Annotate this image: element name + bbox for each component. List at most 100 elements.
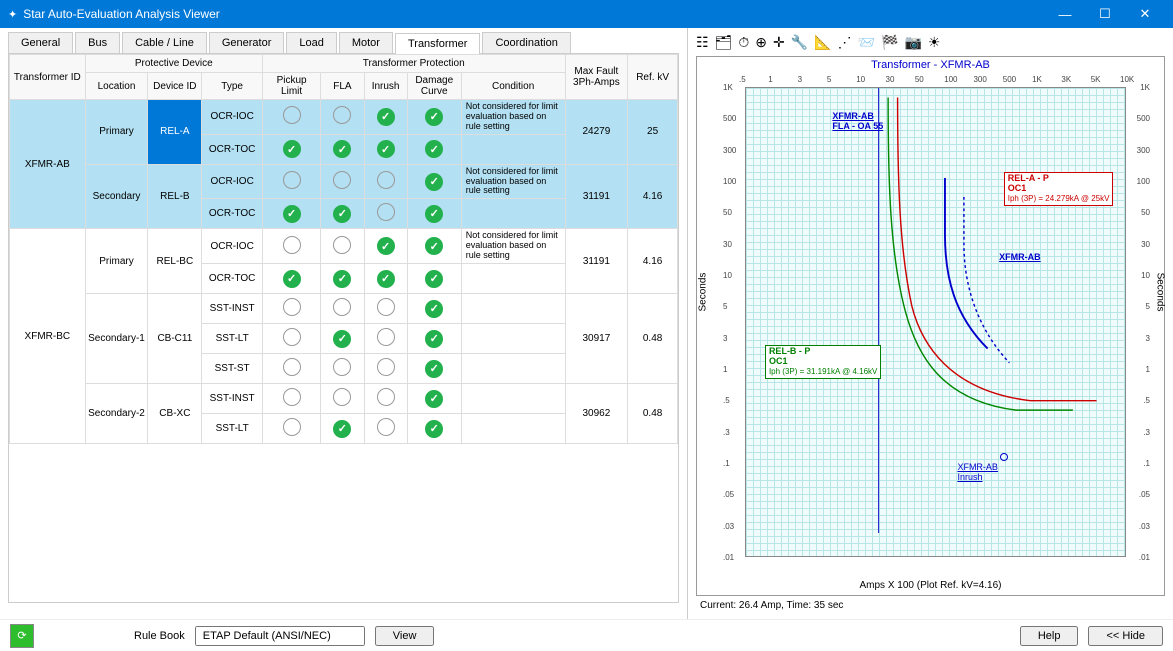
tab-general[interactable]: General [8, 32, 73, 53]
timer-icon[interactable]: ⏱ [738, 34, 749, 51]
minimize-button[interactable]: — [1045, 7, 1085, 22]
axis-tick: 30 [1141, 240, 1150, 249]
condition-cell [461, 414, 565, 444]
options-red-icon[interactable]: 🗂 [715, 34, 733, 51]
view-button[interactable]: View [375, 626, 435, 646]
device-id-cell[interactable]: REL-B [148, 164, 202, 229]
check-cell[interactable] [364, 164, 407, 199]
rulebook-input[interactable] [195, 626, 365, 646]
check-cell[interactable] [407, 199, 461, 229]
check-cell[interactable] [364, 384, 407, 414]
camera-icon[interactable]: 📷 [904, 34, 921, 51]
refkv-cell: 25 [628, 100, 678, 165]
check-cell[interactable] [364, 324, 407, 354]
help-button[interactable]: Help [1020, 626, 1079, 646]
check-cell[interactable] [407, 324, 461, 354]
angle-icon[interactable]: 📐 [814, 34, 831, 51]
check-cell[interactable] [407, 384, 461, 414]
axis-tick: 5K [1091, 75, 1101, 84]
refkv-cell: 0.48 [628, 294, 678, 384]
check-cell[interactable] [321, 384, 364, 414]
tab-cable-line[interactable]: Cable / Line [122, 32, 207, 53]
tree-icon[interactable]: ☷ [696, 34, 709, 51]
chart-annotation: REL-B - POC1Iph (3P) = 31.191kA @ 4.16kV [765, 345, 881, 379]
refkv-cell: 0.48 [628, 384, 678, 444]
sun-icon[interactable]: ☀ [928, 34, 941, 51]
refresh-button[interactable]: ⟳ [10, 624, 34, 648]
tab-coordination[interactable]: Coordination [482, 32, 570, 53]
target-icon[interactable]: ⊕ [755, 34, 767, 51]
check-cell[interactable] [321, 134, 364, 164]
tab-generator[interactable]: Generator [209, 32, 285, 53]
check-cell[interactable] [321, 324, 364, 354]
check-cell[interactable] [407, 134, 461, 164]
device-id-cell[interactable]: CB-XC [148, 384, 202, 444]
check-cell[interactable] [321, 100, 364, 135]
type-cell: OCR-IOC [202, 100, 263, 135]
axis-tick: 50 [1141, 208, 1150, 217]
check-cell[interactable] [407, 354, 461, 384]
check-cell[interactable] [262, 199, 320, 229]
check-cell[interactable] [407, 264, 461, 294]
check-cell[interactable] [364, 264, 407, 294]
check-cell[interactable] [364, 414, 407, 444]
check-cell[interactable] [262, 100, 320, 135]
hide-button[interactable]: << Hide [1088, 626, 1163, 646]
check-cell[interactable] [321, 414, 364, 444]
check-cell[interactable] [407, 164, 461, 199]
check-cell[interactable] [262, 229, 320, 264]
check-cell[interactable] [364, 134, 407, 164]
check-cell[interactable] [321, 229, 364, 264]
check-cell[interactable] [364, 100, 407, 135]
window-title: Star Auto-Evaluation Analysis Viewer [23, 7, 1045, 21]
check-cell[interactable] [364, 199, 407, 229]
type-cell: OCR-IOC [202, 229, 263, 264]
maxfault-cell: 30917 [565, 294, 628, 384]
axis-tick: 500 [1003, 75, 1016, 84]
dots-icon[interactable]: ⋰ [838, 34, 852, 51]
axis-tick: 10K [1120, 75, 1134, 84]
check-cell[interactable] [407, 229, 461, 264]
check-cell[interactable] [321, 164, 364, 199]
check-cell[interactable] [321, 294, 364, 324]
tab-motor[interactable]: Motor [339, 32, 393, 53]
check-cell[interactable] [364, 294, 407, 324]
check-cell[interactable] [262, 164, 320, 199]
tab-transformer[interactable]: Transformer [395, 33, 481, 54]
close-button[interactable]: ✕ [1125, 6, 1165, 22]
check-cell[interactable] [364, 354, 407, 384]
check-cell[interactable] [262, 384, 320, 414]
wrench-icon[interactable]: 🔧 [791, 34, 808, 51]
check-cell[interactable] [262, 354, 320, 384]
check-cell[interactable] [262, 324, 320, 354]
device-id-cell[interactable]: REL-BC [148, 229, 202, 294]
maximize-button[interactable]: ☐ [1085, 6, 1125, 22]
check-cell[interactable] [262, 134, 320, 164]
check-cell[interactable] [407, 414, 461, 444]
check-cell[interactable] [407, 100, 461, 135]
check-cell[interactable] [262, 414, 320, 444]
check-cell[interactable] [321, 264, 364, 294]
tab-load[interactable]: Load [286, 32, 336, 53]
flag-icon[interactable]: 🏁 [881, 34, 898, 51]
plus-icon[interactable]: ✛ [773, 34, 785, 51]
axis-tick: 5 [723, 302, 727, 311]
check-cell[interactable] [321, 199, 364, 229]
xfmr-id: XFMR-AB [10, 100, 86, 229]
check-cell[interactable] [262, 294, 320, 324]
device-id-cell[interactable]: CB-C11 [148, 294, 202, 384]
tab-bus[interactable]: Bus [75, 32, 120, 53]
send-icon[interactable]: 📨 [858, 34, 875, 51]
axis-tick: 3K [1061, 75, 1071, 84]
condition-cell [461, 134, 565, 164]
device-id-cell[interactable]: REL-A [148, 100, 202, 165]
axis-tick: .3 [1143, 428, 1150, 437]
check-cell[interactable] [321, 354, 364, 384]
check-cell[interactable] [262, 264, 320, 294]
axis-tick: .03 [723, 522, 734, 531]
check-cell[interactable] [407, 294, 461, 324]
axis-tick: .01 [723, 553, 734, 562]
axis-tick: 1K [1140, 83, 1150, 92]
check-cell[interactable] [364, 229, 407, 264]
axis-tick: 5 [1146, 302, 1150, 311]
